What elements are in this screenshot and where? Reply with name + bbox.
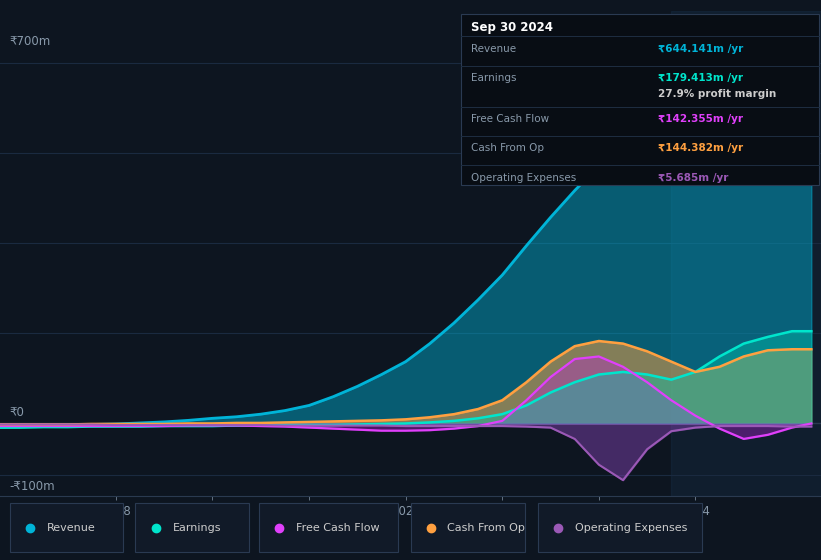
Text: ₹142.355m /yr: ₹142.355m /yr — [658, 114, 744, 124]
Text: Sep 30 2024: Sep 30 2024 — [471, 21, 553, 35]
Bar — [672, 11, 821, 496]
Text: Revenue: Revenue — [47, 523, 95, 533]
Text: Operating Expenses: Operating Expenses — [575, 523, 687, 533]
Text: ₹144.382m /yr: ₹144.382m /yr — [658, 143, 744, 153]
Text: Free Cash Flow: Free Cash Flow — [471, 114, 549, 124]
Text: Revenue: Revenue — [471, 44, 516, 54]
Text: ₹5.685m /yr: ₹5.685m /yr — [658, 172, 729, 183]
Text: ₹0: ₹0 — [10, 405, 25, 419]
Text: ₹179.413m /yr: ₹179.413m /yr — [658, 73, 744, 83]
Text: Free Cash Flow: Free Cash Flow — [296, 523, 379, 533]
Text: Operating Expenses: Operating Expenses — [471, 172, 576, 183]
FancyBboxPatch shape — [10, 503, 123, 552]
FancyBboxPatch shape — [410, 503, 525, 552]
Text: Cash From Op: Cash From Op — [447, 523, 525, 533]
Text: Earnings: Earnings — [471, 73, 516, 83]
FancyBboxPatch shape — [259, 503, 398, 552]
Text: Earnings: Earnings — [172, 523, 221, 533]
FancyBboxPatch shape — [538, 503, 702, 552]
Text: Cash From Op: Cash From Op — [471, 143, 544, 153]
Text: ₹700m: ₹700m — [10, 35, 51, 48]
FancyBboxPatch shape — [135, 503, 249, 552]
Text: -₹100m: -₹100m — [10, 480, 56, 493]
Text: ₹644.141m /yr: ₹644.141m /yr — [658, 44, 744, 54]
Text: 27.9% profit margin: 27.9% profit margin — [658, 88, 777, 99]
